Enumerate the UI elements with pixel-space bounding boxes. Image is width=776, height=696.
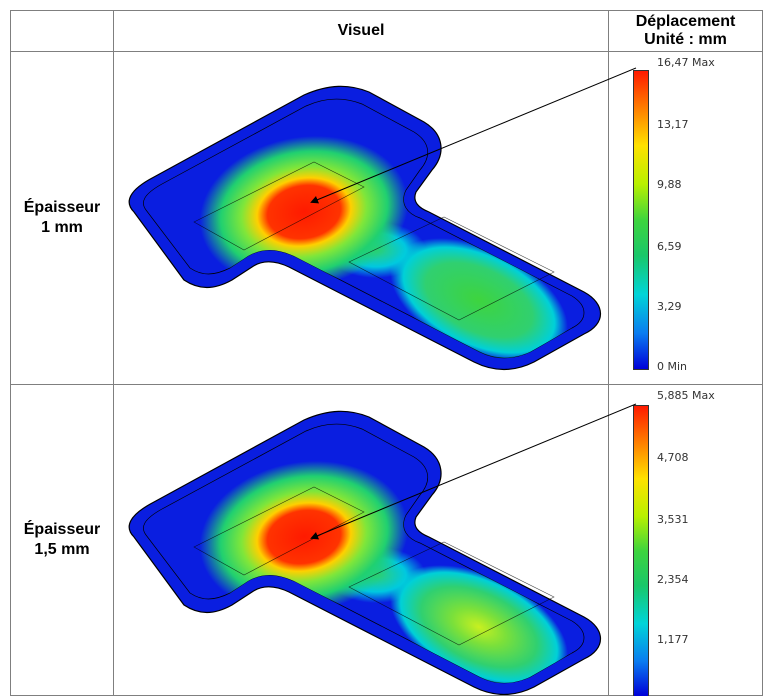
- deformation-plot-1-5mm: [113, 384, 609, 696]
- header-empty: [10, 10, 114, 52]
- legend-title-line1: Déplacement: [635, 13, 736, 30]
- row-thickness-1mm: Épaisseur 1 mm 16,47 Max 13,1: [10, 51, 763, 385]
- legend-column-header: Déplacement Unité : mm: [608, 10, 763, 52]
- scale-label-max: 5,885 Max: [657, 389, 715, 402]
- scale-label: 9,88: [657, 178, 682, 191]
- scale-label: 2,354: [657, 573, 689, 586]
- scale-label: 13,17: [657, 118, 689, 131]
- scale-label: 3,531: [657, 513, 689, 526]
- plate-contour-1-5mm: [128, 410, 602, 695]
- header-row: Visuel Déplacement Unité : mm: [10, 10, 763, 52]
- row-label-1mm: Épaisseur 1 mm: [10, 51, 114, 385]
- row-label-1-5mm: Épaisseur 1,5 mm: [10, 384, 114, 696]
- row-label-line1: Épaisseur: [23, 521, 101, 538]
- color-scale-1-5mm: 5,885 Max 4,708 3,531 2,354 1,177: [608, 384, 763, 696]
- row-thickness-1-5mm: Épaisseur 1,5 mm 5,885 Max 4,: [10, 384, 763, 696]
- row-label-line1: Épaisseur: [23, 199, 101, 216]
- scale-label-min: 0 Min: [657, 360, 688, 373]
- plate-contour-1mm: [128, 85, 602, 371]
- deformation-plot-1mm: [113, 51, 609, 385]
- color-scale-1mm: 16,47 Max 13,17 9,88 6,59 3,29 0 Min: [608, 51, 763, 385]
- color-scale-bar-1-5mm: [633, 405, 649, 696]
- scale-label: 3,29: [657, 300, 682, 313]
- color-scale-bar-1mm: [633, 70, 649, 370]
- scale-label: 1,177: [657, 633, 689, 646]
- visual-column-header: Visuel: [113, 10, 609, 52]
- scale-label-max: 16,47 Max: [657, 56, 715, 69]
- row-label-line2: 1 mm: [41, 219, 83, 236]
- legend-title-line2: Unité : mm: [644, 31, 727, 48]
- scale-label: 4,708: [657, 451, 689, 464]
- results-table: Visuel Déplacement Unité : mm Épaisseur …: [10, 10, 763, 696]
- scale-label: 6,59: [657, 240, 682, 253]
- row-label-line2: 1,5 mm: [34, 541, 90, 558]
